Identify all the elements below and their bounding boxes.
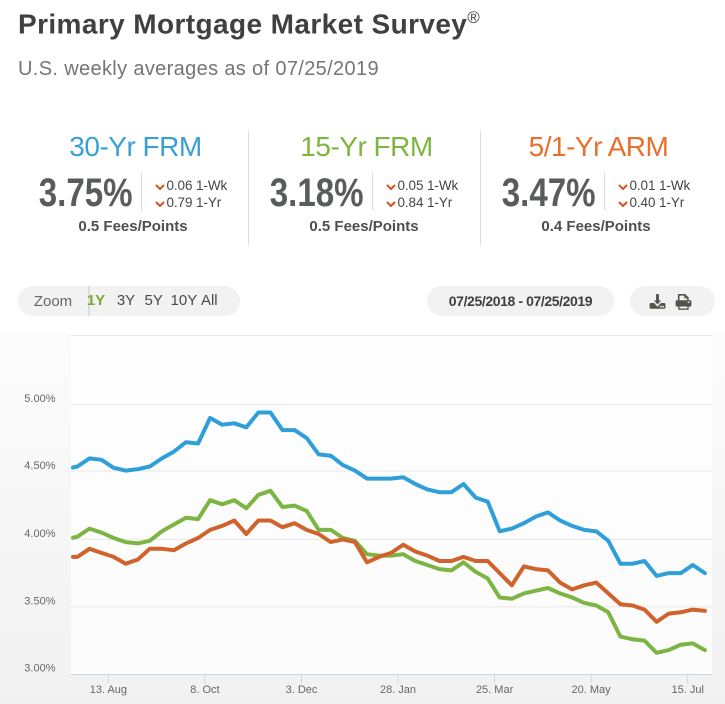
svg-text:28. Jan: 28. Jan [380, 684, 416, 696]
svg-text:5.00%: 5.00% [24, 393, 55, 405]
svg-text:15. Jul: 15. Jul [671, 684, 703, 696]
svg-text:25. Mar: 25. Mar [476, 684, 514, 696]
svg-text:8. Oct: 8. Oct [190, 684, 219, 696]
svg-text:3.00%: 3.00% [24, 663, 55, 675]
svg-text:4.50%: 4.50% [24, 460, 55, 472]
svg-text:13. Aug: 13. Aug [90, 684, 127, 696]
svg-text:4.00%: 4.00% [24, 528, 55, 540]
svg-text:3.50%: 3.50% [24, 596, 55, 608]
svg-text:20. May: 20. May [572, 684, 612, 696]
svg-text:3. Dec: 3. Dec [286, 684, 318, 696]
